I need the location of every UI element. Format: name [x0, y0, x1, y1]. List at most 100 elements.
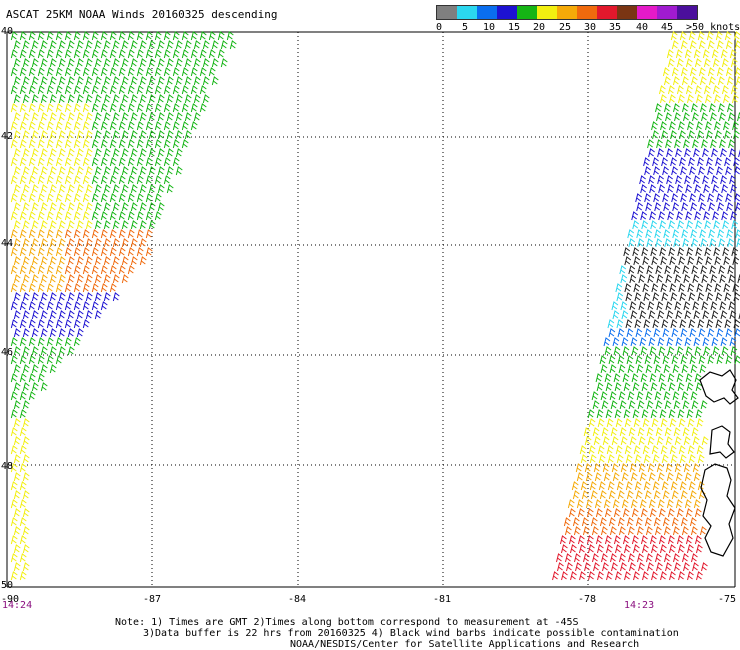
wind-barb [76, 58, 84, 68]
wind-barb [139, 256, 147, 266]
wind-barb [701, 301, 709, 311]
wind-barb [639, 310, 647, 320]
wind-barb [190, 103, 198, 113]
wind-barb [130, 112, 138, 122]
wind-barb [649, 346, 657, 356]
wind-barb [602, 463, 610, 473]
wind-barb [28, 301, 36, 311]
wind-barb [660, 121, 667, 131]
wind-barb [613, 508, 621, 518]
wind-barb [720, 175, 727, 185]
wind-barb [184, 112, 192, 122]
wind-barb [738, 149, 740, 158]
wind-barb [700, 400, 708, 410]
wind-barb [666, 310, 674, 320]
wind-barb [696, 121, 703, 131]
wind-barb [118, 211, 126, 221]
wind-barb [136, 175, 144, 185]
wind-barb [572, 517, 580, 527]
wind-barb [94, 310, 102, 320]
wind-barb [663, 364, 671, 374]
wind-barb [611, 301, 619, 311]
wind-barb [94, 148, 102, 158]
wind-barb [666, 472, 674, 482]
legend-label-35: 35 [609, 22, 622, 33]
wind-barb [13, 400, 21, 410]
wind-barb [55, 157, 63, 167]
wind-barb [641, 382, 649, 392]
wind-barb [58, 40, 66, 50]
wind-barb [58, 58, 66, 68]
wind-barb [58, 130, 66, 140]
wind-barb [658, 211, 666, 221]
wind-barb [109, 139, 117, 149]
wind-barb [19, 31, 27, 41]
wind-barb [112, 220, 120, 230]
wind-barb [712, 211, 720, 221]
note-line-3: NOAA/NESDIS/Center for Satellite Applica… [290, 639, 640, 650]
wind-barb [659, 94, 667, 104]
wind-barb [154, 157, 162, 167]
wind-barb [686, 94, 694, 104]
wind-barb [58, 202, 66, 212]
wind-barb [148, 220, 156, 230]
wind-barb [645, 364, 653, 374]
wind-barb [91, 211, 99, 221]
wind-barb [666, 337, 674, 347]
wind-barb [676, 508, 684, 518]
wind-barb [31, 292, 39, 302]
wind-barb [601, 400, 609, 410]
wind-barb [19, 175, 27, 185]
wind-barb [58, 184, 66, 194]
wind-barb [568, 535, 576, 545]
wind-barb [728, 112, 735, 122]
wind-barb [732, 256, 740, 266]
wind-barb [109, 265, 117, 275]
wind-barb [636, 229, 644, 239]
wind-barb [148, 184, 156, 194]
wind-barb [727, 103, 734, 113]
wind-barb [715, 157, 722, 167]
wind-barb [650, 544, 658, 554]
wind-barb [127, 139, 135, 149]
wind-barb [728, 274, 736, 284]
wind-barb [600, 391, 608, 401]
wind-barb [699, 526, 707, 536]
wind-barb [85, 112, 93, 122]
color-legend: 0 5 10 15 20 25 30 35 40 45 >50 knots [436, 5, 740, 35]
wind-barb [722, 220, 730, 230]
wind-barb [154, 85, 162, 95]
wind-barb [608, 328, 616, 338]
wind-barb [728, 301, 736, 311]
wind-barb [716, 328, 724, 338]
wind-barb [638, 562, 645, 572]
wind-barb [82, 103, 90, 113]
wind-barb [599, 517, 607, 527]
wind-barb [685, 508, 693, 518]
wind-barb [681, 364, 689, 374]
wind-barb [46, 49, 54, 59]
wind-barb [694, 535, 702, 545]
wind-barb [658, 346, 666, 356]
wind-barb [202, 58, 210, 68]
wind-barb [55, 31, 63, 41]
wind-barb [624, 571, 631, 581]
wind-barb [37, 319, 45, 329]
wind-barb [660, 445, 668, 455]
wind-barb [217, 49, 225, 59]
wind-barb [100, 247, 108, 257]
wind-barb [637, 427, 645, 437]
wind-barb [145, 193, 153, 203]
wind-barb [706, 157, 713, 167]
wind-barb [19, 427, 27, 437]
wind-barb [139, 238, 147, 248]
wind-barb [565, 553, 572, 563]
wind-barb [706, 31, 714, 41]
wind-barb [675, 499, 683, 509]
wind-barb [701, 274, 709, 284]
wind-barb [55, 265, 63, 275]
wind-barb [676, 211, 684, 221]
wind-barb [599, 355, 607, 365]
wind-barb [732, 121, 739, 131]
wind-barb [82, 211, 90, 221]
